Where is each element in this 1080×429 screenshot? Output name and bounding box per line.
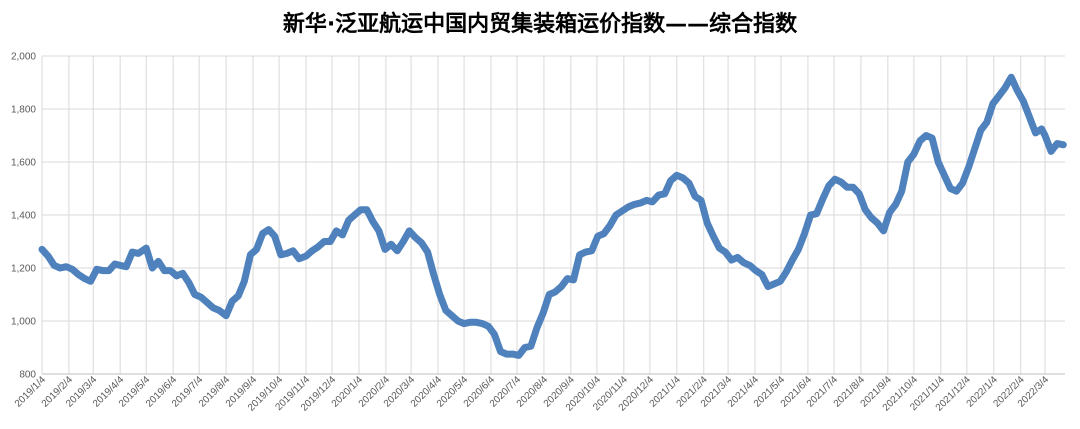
series-layer bbox=[38, 73, 1067, 359]
chart-title: 新华·泛亚航运中国内贸集装箱运价指数——综合指数 bbox=[282, 12, 798, 37]
y-tick-label: 2,000 bbox=[11, 52, 36, 63]
y-tick-label: 1,800 bbox=[11, 105, 36, 116]
series-line bbox=[38, 73, 1067, 359]
y-tick-labels: 800 1,000 1,200 1,400 1,600 1,800 2,000 bbox=[11, 52, 36, 381]
x-tick-labels: 2019/1/42019/2/42019/3/42019/4/42019/5/4… bbox=[13, 374, 1052, 414]
y-tick-label: 1,600 bbox=[11, 158, 36, 169]
y-tick-label: 1,000 bbox=[11, 317, 36, 328]
y-tick-label: 1,400 bbox=[11, 211, 36, 222]
grid-lines bbox=[41, 55, 1065, 375]
axes bbox=[41, 56, 1065, 375]
y-tick-label: 800 bbox=[19, 370, 36, 381]
y-tick-label: 1,200 bbox=[11, 264, 36, 275]
